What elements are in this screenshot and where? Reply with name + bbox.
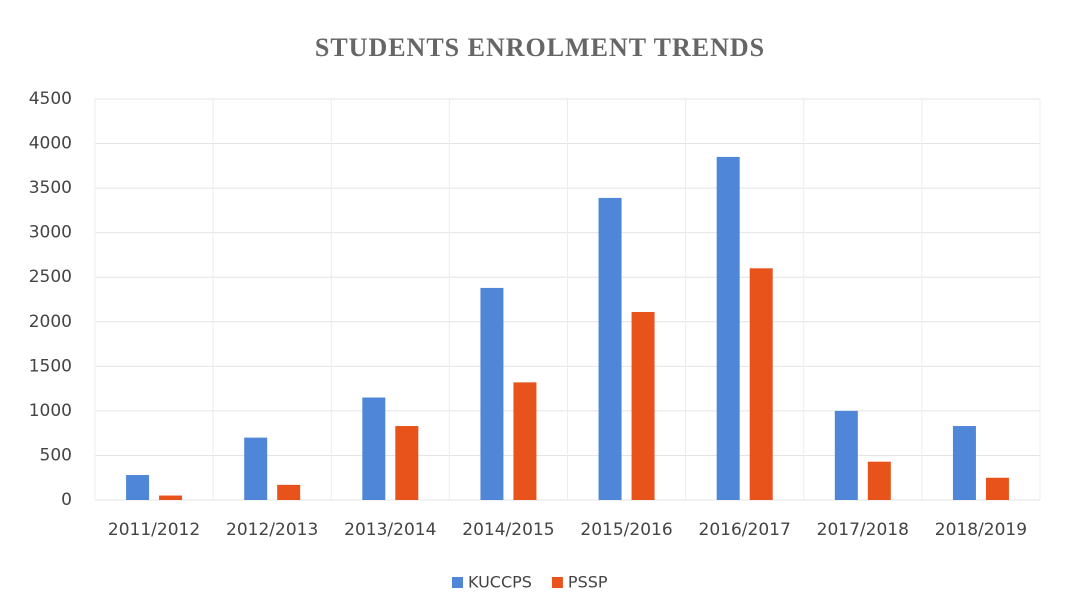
bar bbox=[513, 382, 537, 500]
bar bbox=[362, 397, 386, 500]
bar bbox=[834, 410, 858, 500]
bar bbox=[749, 268, 773, 500]
bar bbox=[244, 437, 268, 500]
y-tick-label: 3500 bbox=[29, 178, 72, 198]
bar bbox=[159, 495, 183, 500]
y-tick-label: 2000 bbox=[29, 312, 72, 332]
bar bbox=[952, 426, 976, 500]
x-tick-label: 2018/2019 bbox=[935, 520, 1027, 540]
y-tick-label: 500 bbox=[40, 445, 72, 465]
bar bbox=[395, 426, 419, 500]
legend-swatch bbox=[452, 577, 463, 588]
bar bbox=[598, 197, 622, 500]
legend-label: KUCCPS bbox=[468, 573, 532, 592]
legend-label: PSSP bbox=[568, 573, 608, 592]
x-tick-label: 2013/2014 bbox=[344, 520, 436, 540]
y-tick-label: 1500 bbox=[29, 356, 72, 376]
bar bbox=[867, 461, 891, 500]
y-tick-label: 3000 bbox=[29, 223, 72, 243]
bar bbox=[631, 311, 655, 500]
bar bbox=[985, 477, 1009, 500]
bar bbox=[480, 287, 504, 500]
x-tick-label: 2016/2017 bbox=[699, 520, 791, 540]
x-tick-label: 2015/2016 bbox=[580, 520, 672, 540]
x-tick-label: 2017/2018 bbox=[817, 520, 909, 540]
y-tick-label: 4500 bbox=[29, 89, 72, 109]
bar bbox=[126, 475, 150, 500]
y-tick-label: 4000 bbox=[29, 134, 72, 154]
chart-title: STUDENTS ENROLMENT TRENDS bbox=[315, 33, 765, 62]
x-tick-label: 2011/2012 bbox=[108, 520, 200, 540]
legend-swatch bbox=[551, 577, 563, 588]
x-tick-label: 2014/2015 bbox=[462, 520, 554, 540]
x-tick-label: 2012/2013 bbox=[226, 520, 318, 540]
y-tick-label: 0 bbox=[61, 490, 72, 510]
y-tick-label: 1000 bbox=[29, 401, 72, 421]
bar bbox=[716, 156, 740, 500]
y-tick-label: 2500 bbox=[29, 267, 72, 287]
bar bbox=[277, 484, 301, 500]
